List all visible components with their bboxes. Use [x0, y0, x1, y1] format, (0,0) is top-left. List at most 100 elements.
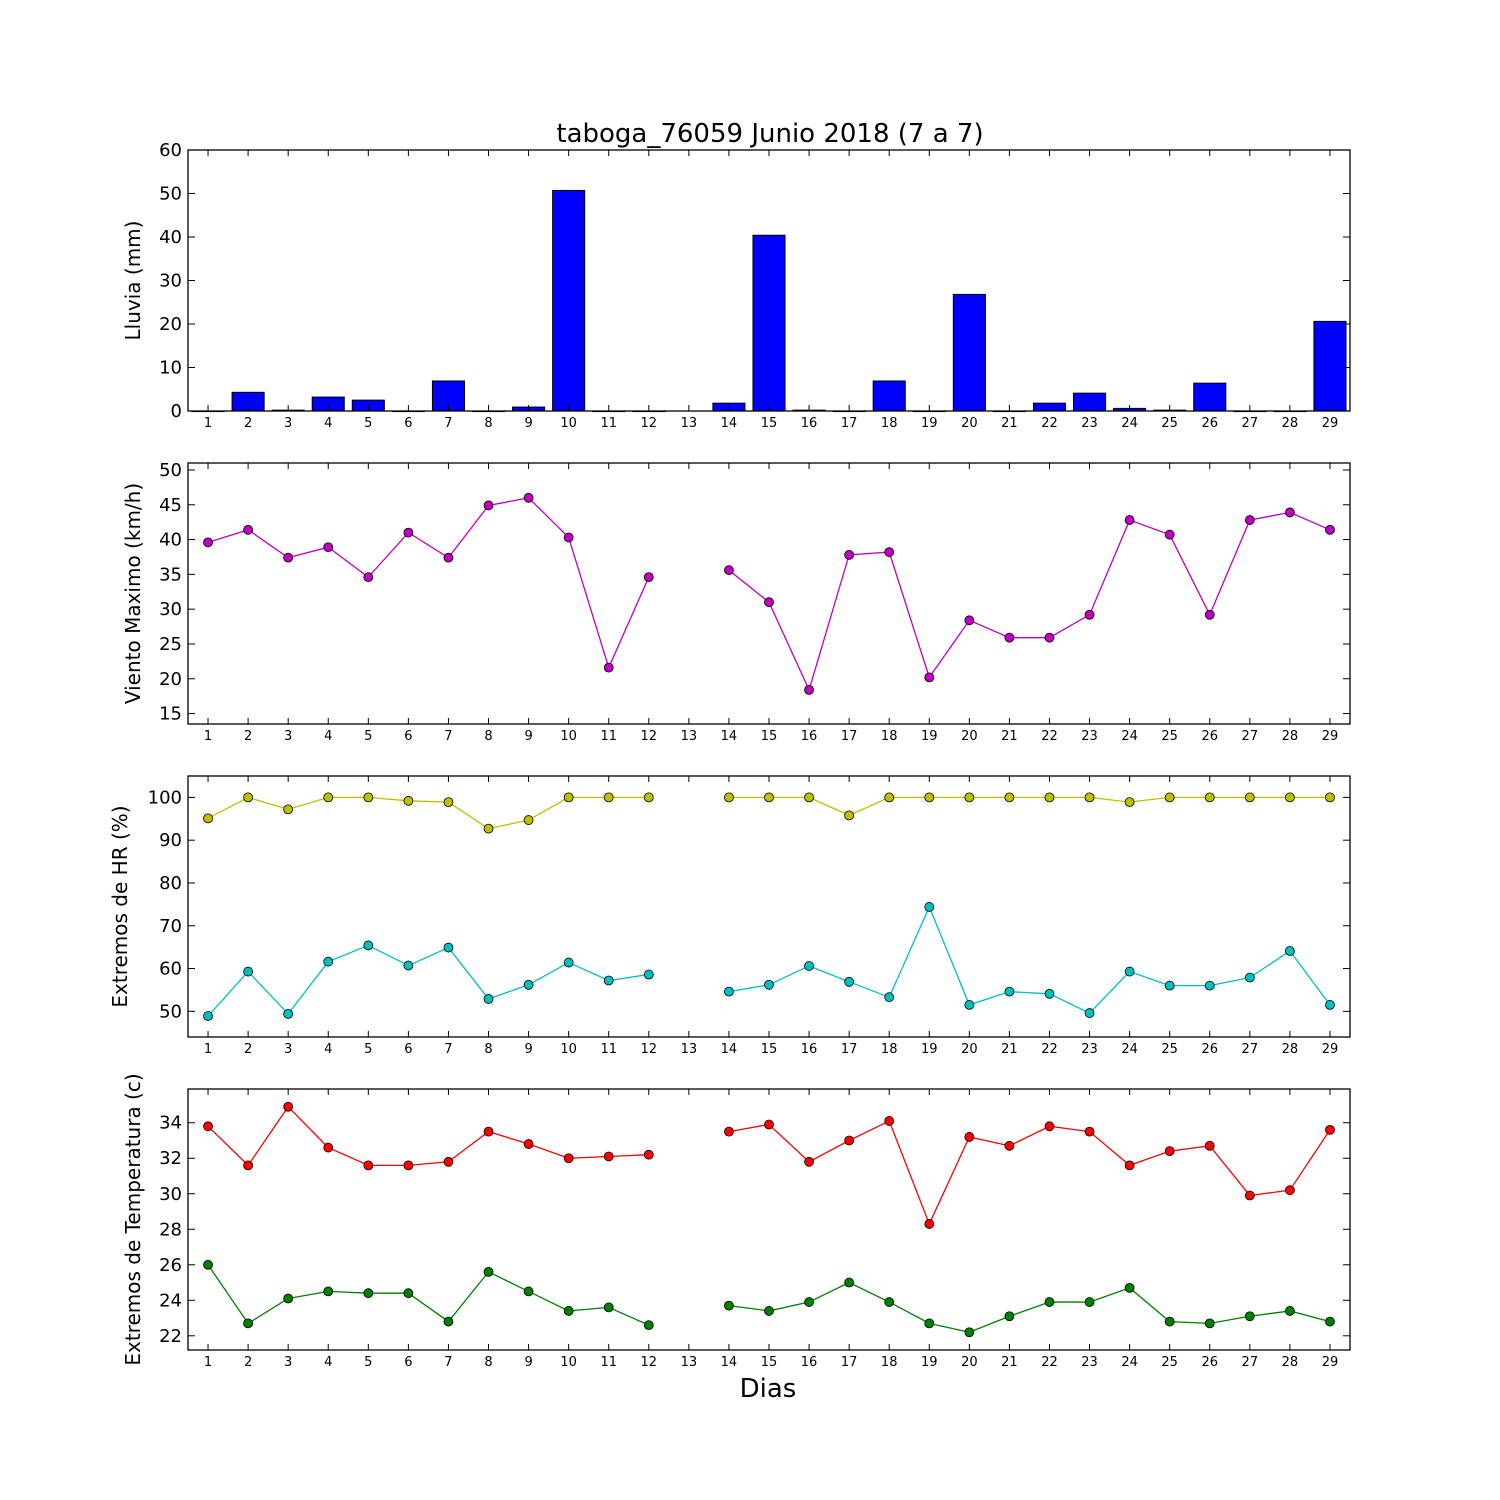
point-day-9 [523, 1286, 534, 1297]
x-tick-label: 24 [1121, 1355, 1138, 1370]
x-tick-label: 9 [524, 729, 532, 744]
x-tick-label: 10 [560, 1355, 577, 1370]
point-day-18 [884, 547, 895, 557]
point-day-3 [283, 1009, 294, 1019]
y-tick-label: 34 [159, 1113, 182, 1134]
x-tick-label: 8 [484, 729, 492, 744]
point-day-9 [523, 492, 534, 503]
point-day-16 [804, 1297, 814, 1307]
x-tick-label: 21 [1001, 729, 1018, 744]
point-day-16 [804, 792, 814, 803]
x-tick-label: 13 [681, 1042, 698, 1057]
point-day-27 [1244, 515, 1255, 525]
point-day-3 [283, 1101, 294, 1112]
x-tick-label: 24 [1121, 729, 1138, 744]
x-tick-label: 7 [444, 729, 452, 744]
series-line-segment-1 [207, 796, 649, 830]
point-day-28 [1285, 1185, 1295, 1196]
chart-title: taboga_76059 Junio 2018 (7 a 7) [556, 119, 983, 149]
x-tick-label: 19 [921, 1355, 938, 1370]
x-tick-label: 5 [364, 1042, 372, 1057]
x-axis-label: Dias [740, 1374, 797, 1404]
point-day-1 [203, 813, 213, 824]
x-tick-label: 15 [761, 416, 778, 431]
x-tick-label: 21 [1001, 416, 1018, 431]
point-day-3 [283, 804, 294, 815]
point-day-4 [323, 1286, 334, 1297]
point-day-11 [603, 1302, 614, 1313]
x-tick-label: 23 [1081, 1355, 1098, 1370]
point-day-28 [1285, 792, 1295, 803]
point-day-17 [844, 810, 855, 821]
point-day-8 [483, 500, 494, 511]
point-day-4 [323, 1142, 334, 1153]
point-day-7 [443, 552, 454, 563]
point-day-15 [764, 792, 774, 803]
point-day-2 [243, 1318, 254, 1329]
x-tick-label: 2 [244, 416, 252, 431]
y-axis-label: Extremos de HR (%) [108, 805, 132, 1007]
point-day-6 [403, 960, 414, 971]
x-tick-label: 2 [244, 1042, 252, 1057]
series-line-segment-2 [728, 1281, 1331, 1333]
x-tick-label: 18 [881, 1042, 898, 1057]
point-day-7 [443, 797, 454, 807]
point-day-25 [1164, 1316, 1175, 1327]
x-tick-label: 21 [1001, 1042, 1018, 1057]
point-day-12 [643, 792, 654, 803]
x-tick-label: 22 [1041, 1042, 1058, 1057]
point-day-11 [603, 975, 614, 986]
point-day-5 [363, 572, 374, 583]
point-day-20 [964, 1327, 975, 1338]
point-day-24 [1124, 797, 1135, 807]
y-tick-label: 26 [159, 1255, 182, 1276]
point-day-11 [603, 662, 614, 673]
point-day-2 [243, 792, 254, 803]
x-tick-label: 24 [1121, 1042, 1138, 1057]
x-tick-label: 15 [761, 729, 778, 744]
x-tick-label: 29 [1322, 1355, 1339, 1370]
series-line-segment-2 [728, 796, 1330, 817]
y-tick-label: 24 [159, 1290, 182, 1311]
x-tick-label: 8 [484, 416, 492, 431]
point-day-21 [1004, 792, 1015, 803]
point-day-15 [764, 1119, 774, 1130]
point-day-9 [523, 979, 534, 990]
x-tick-label: 11 [600, 416, 617, 431]
x-tick-label: 22 [1041, 729, 1058, 744]
x-tick-label: 29 [1322, 416, 1339, 431]
point-day-22 [1044, 988, 1055, 999]
point-day-19 [924, 672, 935, 683]
point-day-28 [1285, 1306, 1295, 1316]
point-day-25 [1164, 529, 1175, 540]
y-tick-label: 25 [159, 634, 182, 655]
y-tick-label: 100 [148, 787, 182, 808]
y-tick-label: 10 [159, 358, 182, 379]
x-tick-label: 25 [1161, 416, 1178, 431]
x-tick-label: 7 [444, 416, 452, 431]
series-1-1 [191, 189, 1347, 413]
point-day-28 [1285, 507, 1295, 518]
point-day-14 [724, 1300, 734, 1311]
x-tick-label: 3 [284, 1042, 292, 1057]
point-day-17 [844, 976, 855, 987]
point-day-28 [1285, 946, 1295, 956]
x-tick-label: 12 [641, 416, 658, 431]
point-day-4 [323, 956, 334, 967]
x-tick-label: 25 [1161, 1042, 1178, 1057]
point-day-5 [363, 792, 374, 803]
y-tick-label: 50 [159, 184, 182, 205]
point-day-21 [1004, 986, 1015, 997]
point-day-1 [203, 1121, 213, 1132]
series-line-segment-1 [207, 1264, 650, 1326]
x-tick-label: 7 [444, 1355, 452, 1370]
x-tick-label: 16 [801, 416, 818, 431]
point-day-3 [283, 1293, 294, 1304]
point-day-6 [403, 1160, 414, 1171]
x-tick-label: 16 [801, 1042, 818, 1057]
x-tick-label: 1 [204, 1355, 212, 1370]
series-3-2 [203, 902, 1335, 1021]
x-tick-label: 6 [404, 1042, 412, 1057]
point-day-23 [1084, 1297, 1095, 1307]
